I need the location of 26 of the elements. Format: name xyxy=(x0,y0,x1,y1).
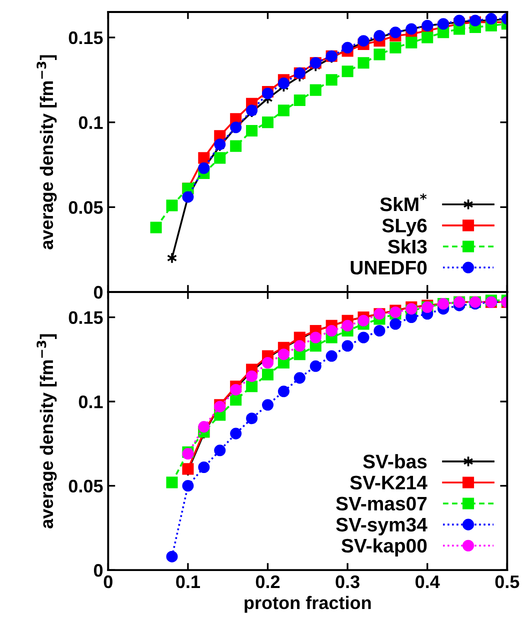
y-tick-label: 0.15 xyxy=(68,311,103,324)
legend-label: SV-bas xyxy=(363,454,427,468)
x-axis-title: proton fraction xyxy=(244,596,371,613)
legend-label: SLy6 xyxy=(382,218,427,236)
x-tick-label: 0.5 xyxy=(495,575,520,588)
legend-label: SkM$^{*}$ xyxy=(380,194,427,212)
x-tick-label: 0.2 xyxy=(256,575,280,588)
x-tick-label: 0.4 xyxy=(416,575,440,588)
legend-label: SV-mas07 xyxy=(336,496,427,511)
y-tick-label: 0 xyxy=(94,286,103,299)
y-tick-label: 0.1 xyxy=(78,395,103,408)
x-tick-label: 0.3 xyxy=(336,575,360,588)
legend-label: SkI3 xyxy=(388,239,427,254)
legend-label: SV-K214 xyxy=(350,476,428,490)
y-axis-title: average density [fm$^{−3}$] xyxy=(36,334,57,528)
y-tick-label: 0 xyxy=(94,564,103,577)
x-tick-label: 0 xyxy=(104,575,112,588)
legend-label: UNEDF0 xyxy=(350,260,427,275)
y-axis-title: average density [fm$^{−3}$] xyxy=(36,55,57,250)
legend-label: SV-sym34 xyxy=(336,518,428,536)
y-tick-label: 0.1 xyxy=(78,116,103,130)
y-tick-label: 0.15 xyxy=(68,31,103,44)
legend-label: SV-kap00 xyxy=(342,538,427,556)
y-tick-label: 0.05 xyxy=(68,480,103,493)
y-tick-label: 0.05 xyxy=(68,201,103,214)
x-tick-label: 0.1 xyxy=(176,575,200,588)
